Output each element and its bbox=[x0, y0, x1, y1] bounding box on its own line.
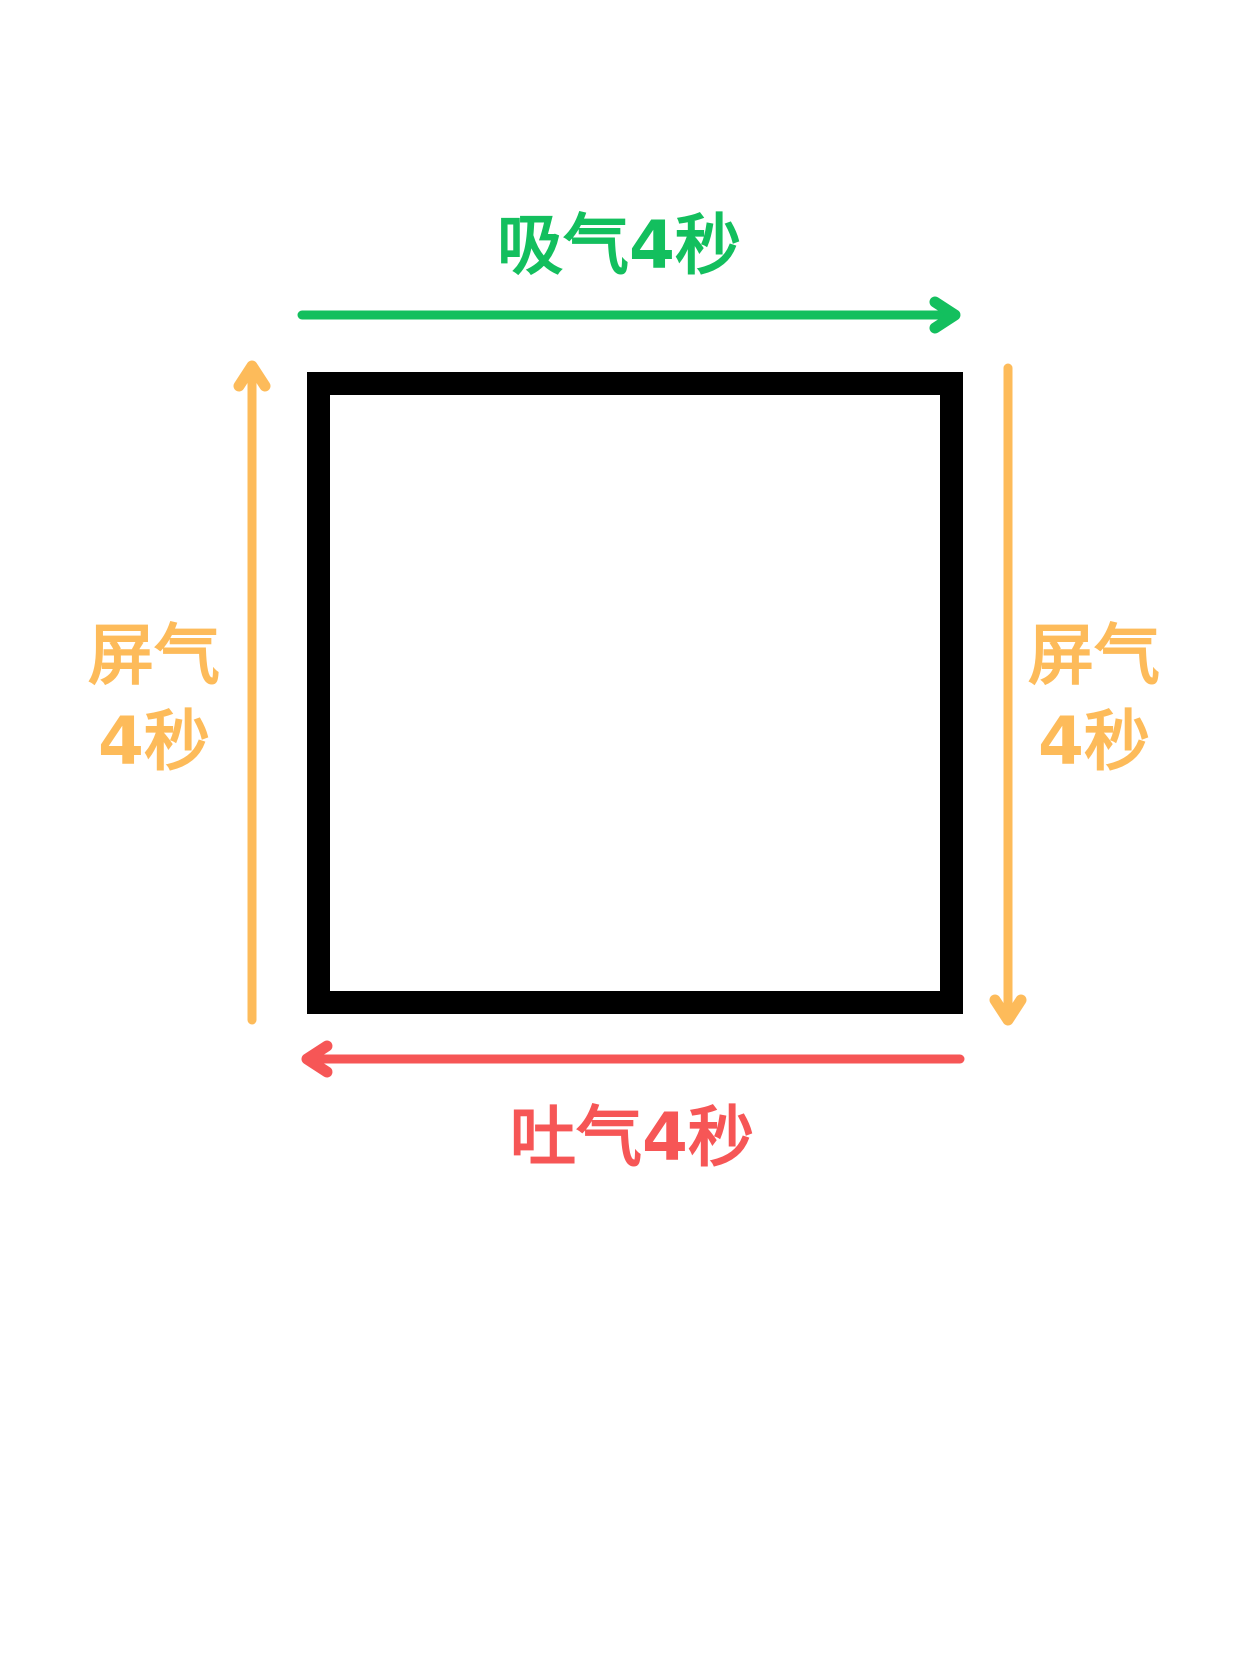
hold-right-label-line1: 屏气 bbox=[1028, 617, 1160, 694]
hold-left-label-line2: 4秒 bbox=[98, 703, 210, 780]
hold-right-label-line2: 4秒 bbox=[1038, 703, 1150, 780]
breathing-square bbox=[307, 372, 963, 1014]
inhale-arrow bbox=[297, 296, 961, 334]
inhale-label: 吸气4秒 bbox=[497, 207, 741, 284]
hold-left-label-line1: 屏气 bbox=[88, 617, 220, 694]
exhale-arrow bbox=[301, 1040, 965, 1078]
hold-right-arrow bbox=[989, 363, 1027, 1026]
exhale-label: 吐气4秒 bbox=[510, 1099, 754, 1176]
hold-left-arrow bbox=[233, 360, 271, 1025]
